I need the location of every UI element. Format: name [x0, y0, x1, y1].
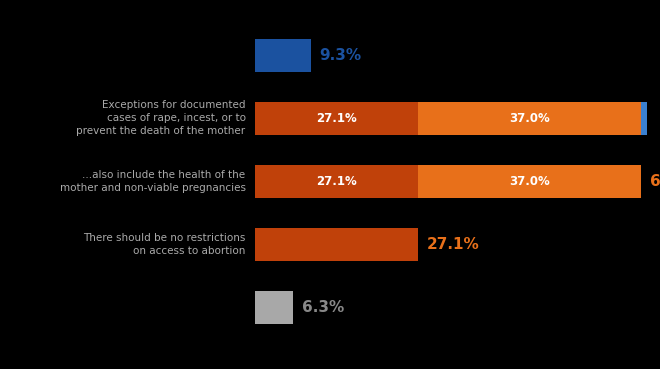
Text: 27.1%: 27.1%: [316, 112, 356, 125]
Text: Exceptions for documented
cases of rape, incest, or to
prevent the death of the : Exceptions for documented cases of rape,…: [77, 100, 246, 137]
Bar: [255, 102, 418, 135]
Text: 6.3%: 6.3%: [302, 300, 344, 315]
Text: ...also include the health of the
mother and non-viable pregnancies: ...also include the health of the mother…: [59, 170, 246, 193]
Bar: [255, 291, 292, 324]
Bar: [255, 39, 311, 72]
Text: There should be no restrictions
on access to abortion: There should be no restrictions on acces…: [83, 233, 246, 256]
Text: 9.3%: 9.3%: [319, 48, 362, 63]
Bar: [418, 165, 642, 198]
Text: 37.0%: 37.0%: [510, 112, 550, 125]
Bar: [642, 102, 660, 135]
Text: 27.1%: 27.1%: [316, 175, 356, 188]
Bar: [418, 102, 642, 135]
Bar: [255, 228, 418, 261]
Text: 27.1%: 27.1%: [427, 237, 480, 252]
Bar: [255, 165, 418, 198]
Text: 64.1%: 64.1%: [650, 174, 660, 189]
Text: 37.0%: 37.0%: [510, 175, 550, 188]
